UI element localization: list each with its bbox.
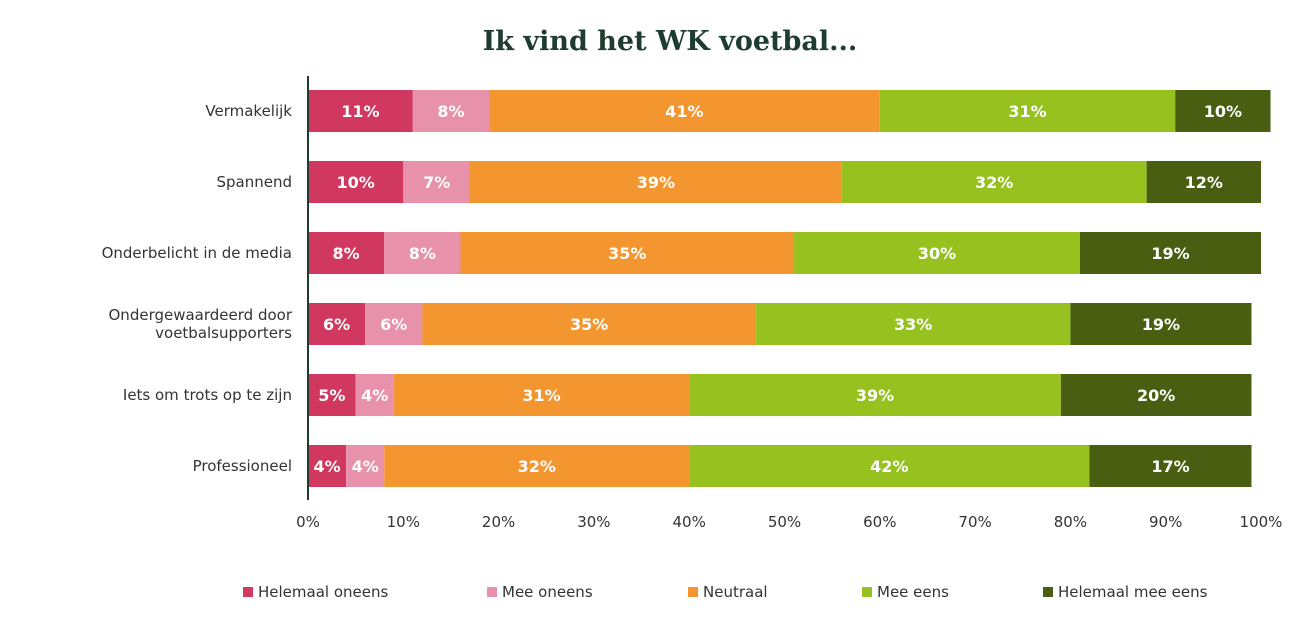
bar-value-label: 8% <box>333 244 360 263</box>
x-axis-ticks: 0% 10% 20% 30% 40% 50% 60% 70% 80% 90% 100% <box>296 513 1282 531</box>
category-label-iets-om-trots-op-te-zijn: Iets om trots op te zijn <box>123 386 292 404</box>
bar-ondergewaardeerd-door-voetbalsupporters-helemaal-mee-eens <box>1070 303 1252 345</box>
category-label-spannend: Spannend <box>216 173 292 191</box>
legend-item-mee-oneens: Mee oneens <box>487 583 593 601</box>
x-tick-label: 90% <box>1149 513 1182 531</box>
bar-vermakelijk-mee-eens <box>879 90 1176 132</box>
x-tick-label: 0% <box>296 513 320 531</box>
bar-value-label: 39% <box>856 386 894 405</box>
bar-onderbelicht-in-de-media-neutraal <box>460 232 795 274</box>
legend-swatch <box>688 587 698 597</box>
bar-ondergewaardeerd-door-voetbalsupporters-mee-oneens <box>365 303 423 345</box>
category-labels: Vermakelijk Spannend Onderbelicht in de me… <box>102 102 293 475</box>
bar-value-label: 6% <box>323 315 350 334</box>
bar-ondergewaardeerd-door-voetbalsupporters-helemaal-oneens <box>308 303 366 345</box>
bar-vermakelijk-helemaal-oneens <box>308 90 413 132</box>
legend-label: Helemaal mee eens <box>1058 583 1208 601</box>
bar-vermakelijk-mee-oneens <box>412 90 490 132</box>
bar-vermakelijk-neutraal <box>489 90 880 132</box>
x-tick-label: 50% <box>768 513 801 531</box>
x-tick-label: 20% <box>482 513 515 531</box>
bar-value-label: 35% <box>608 244 646 263</box>
bar-ondergewaardeerd-door-voetbalsupporters-mee-eens <box>755 303 1071 345</box>
x-tick-label: 100% <box>1240 513 1283 531</box>
x-tick-label: 80% <box>1054 513 1087 531</box>
bar-value-label: 4% <box>361 386 388 405</box>
bars-group: 11% 8% 41% 31% 10% 10% 7% 39% 32% 12% 8% 8% 35% 30% 19… <box>308 90 1271 487</box>
bar-value-label: 4% <box>313 457 340 476</box>
bar-value-label: 35% <box>570 315 608 334</box>
bar-ondergewaardeerd-door-voetbalsupporters-neutraal <box>422 303 756 345</box>
bar-value-label: 5% <box>318 386 345 405</box>
bar-value-label: 20% <box>1137 386 1175 405</box>
bar-spannend-mee-eens <box>841 161 1147 203</box>
bar-value-label: 31% <box>522 386 560 405</box>
bar-iets-om-trots-op-te-zijn-mee-oneens <box>355 374 394 416</box>
bar-professioneel-mee-oneens <box>346 445 385 487</box>
category-label-professioneel: Professioneel <box>193 457 292 475</box>
legend-swatch <box>1043 587 1053 597</box>
bar-spannend-helemaal-mee-eens <box>1146 161 1261 203</box>
bar-value-label: 10% <box>337 173 375 192</box>
bar-spannend-mee-oneens <box>403 161 471 203</box>
bar-onderbelicht-in-de-media-helemaal-mee-eens <box>1079 232 1261 274</box>
legend-item-neutraal: Neutraal <box>688 583 768 601</box>
bar-value-label: 39% <box>637 173 675 192</box>
bar-value-label: 7% <box>423 173 450 192</box>
bar-value-label: 32% <box>518 457 556 476</box>
bar-spannend-neutraal <box>470 161 842 203</box>
bar-value-label: 19% <box>1151 244 1189 263</box>
bar-onderbelicht-in-de-media-mee-oneens <box>384 232 461 274</box>
legend-swatch <box>487 587 497 597</box>
category-label-onderbelicht-in-de-media: Onderbelicht in de media <box>102 244 292 262</box>
bar-iets-om-trots-op-te-zijn-neutraal <box>393 374 690 416</box>
bar-professioneel-helemaal-oneens <box>308 445 347 487</box>
x-tick-label: 10% <box>387 513 420 531</box>
category-label-vermakelijk: Vermakelijk <box>205 102 292 120</box>
bar-iets-om-trots-op-te-zijn-helemaal-oneens <box>308 374 356 416</box>
bar-value-label: 10% <box>1204 102 1242 121</box>
legend-label: Mee oneens <box>502 583 593 601</box>
legend-label: Helemaal oneens <box>258 583 389 601</box>
legend: Helemaal oneens Mee oneens Neutraal Mee een… <box>0 583 1302 605</box>
bar-onderbelicht-in-de-media-helemaal-oneens <box>308 232 385 274</box>
bar-value-label: 17% <box>1151 457 1189 476</box>
legend-item-helemaal-oneens: Helemaal oneens <box>243 583 388 601</box>
bar-value-label: 8% <box>409 244 436 263</box>
bar-vermakelijk-helemaal-mee-eens <box>1175 90 1271 132</box>
bar-value-label: 32% <box>975 173 1013 192</box>
bar-value-label: 33% <box>894 315 932 334</box>
x-tick-label: 40% <box>673 513 706 531</box>
legend-item-helemaal-mee-eens: Helemaal mee eens <box>1043 583 1207 601</box>
bar-professioneel-neutraal <box>384 445 690 487</box>
legend-swatch <box>243 587 253 597</box>
bar-value-label: 8% <box>437 102 464 121</box>
legend-label: Neutraal <box>703 583 768 601</box>
x-tick-label: 30% <box>577 513 610 531</box>
bar-value-label: 41% <box>665 102 703 121</box>
bar-iets-om-trots-op-te-zijn-helemaal-mee-eens <box>1060 374 1252 416</box>
bar-value-label: 42% <box>870 457 908 476</box>
bar-value-label: 6% <box>380 315 407 334</box>
category-label-ondergewaardeerd-door-voetbalsupporters: Ondergewaardeerd door voetbalsupporters <box>109 306 293 342</box>
bar-spannend-helemaal-oneens <box>308 161 404 203</box>
bar-value-label: 4% <box>352 457 379 476</box>
legend-swatch <box>862 587 872 597</box>
bar-value-label: 19% <box>1142 315 1180 334</box>
bar-value-label: 31% <box>1008 102 1046 121</box>
bar-iets-om-trots-op-te-zijn-mee-eens <box>689 374 1061 416</box>
bar-professioneel-helemaal-mee-eens <box>1089 445 1252 487</box>
bar-onderbelicht-in-de-media-mee-eens <box>794 232 1080 274</box>
bar-value-label: 12% <box>1185 173 1223 192</box>
legend-label: Mee eens <box>877 583 949 601</box>
x-tick-label: 70% <box>958 513 991 531</box>
bar-professioneel-mee-eens <box>689 445 1090 487</box>
legend-item-mee-eens: Mee eens <box>862 583 949 601</box>
chart-title: Ik vind het WK voetbal... <box>482 26 858 57</box>
bar-value-label: 11% <box>341 102 379 121</box>
bar-value-label: 30% <box>918 244 956 263</box>
x-tick-label: 60% <box>863 513 896 531</box>
